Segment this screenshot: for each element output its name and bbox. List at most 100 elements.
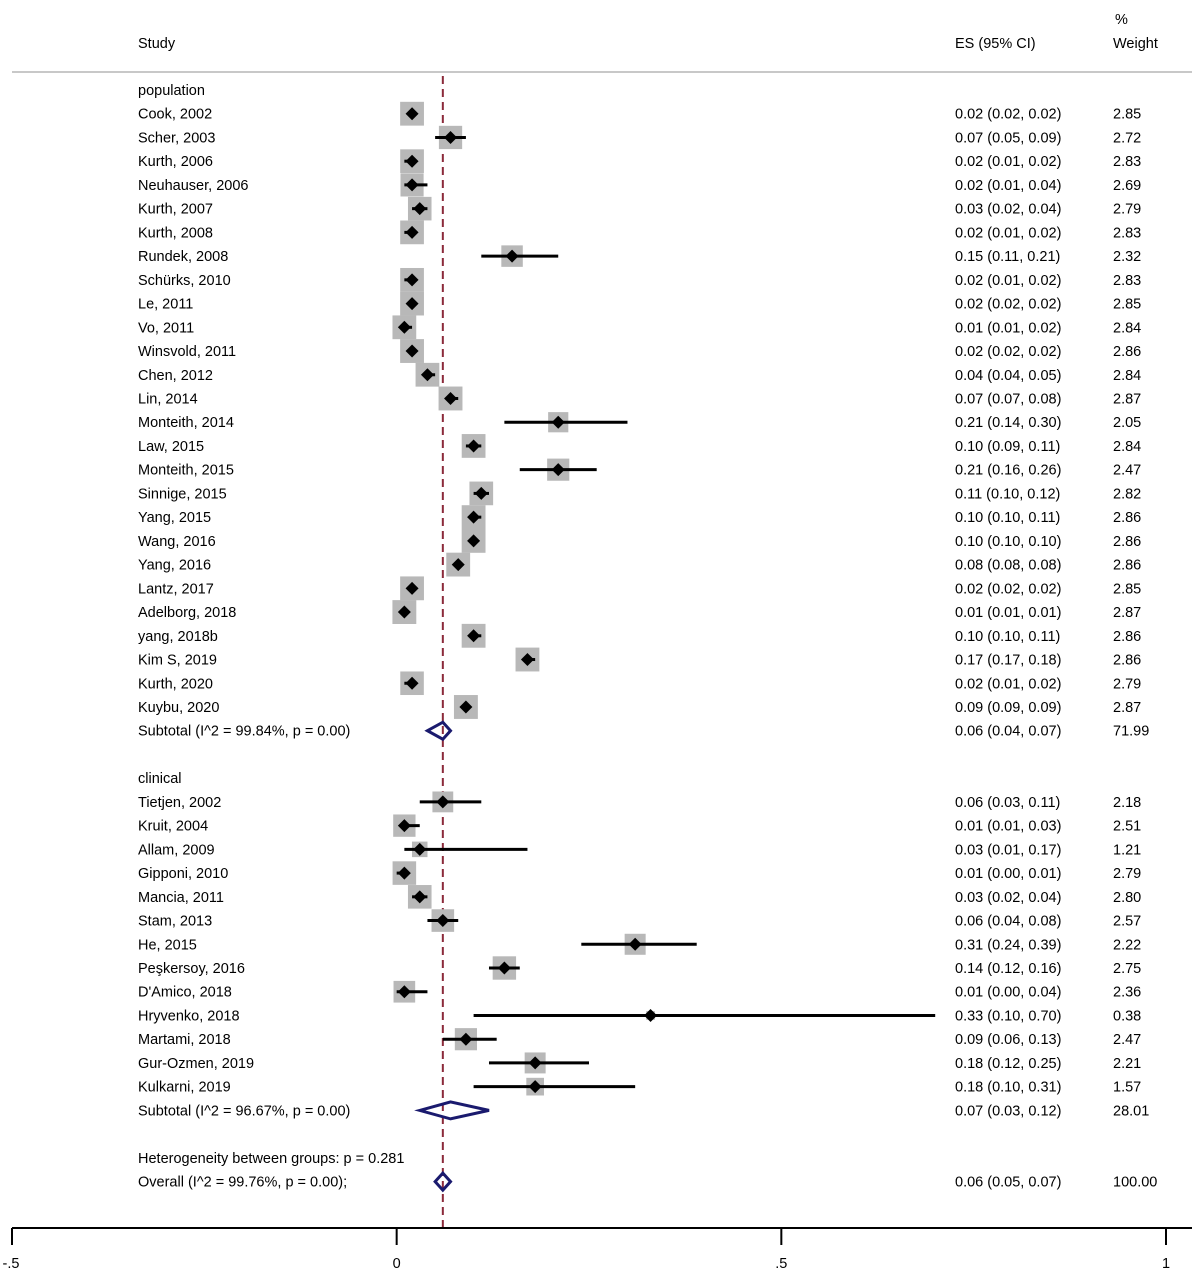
study-label: Gur-Ozmen, 2019: [138, 1056, 254, 1072]
point-estimate-marker: [420, 368, 434, 382]
point-estimate-marker: [405, 297, 419, 311]
point-estimate-marker: [467, 510, 481, 524]
header-weight-percent-label: %: [1115, 12, 1128, 28]
study-es-ci: 0.02 (0.02, 0.02): [955, 581, 1061, 597]
study-weight: 1.57: [1113, 1080, 1141, 1096]
study-weight: 2.87: [1113, 700, 1141, 716]
study-weight: 2.47: [1113, 1032, 1141, 1048]
heterogeneity-note: Heterogeneity between groups: p = 0.281: [138, 1151, 404, 1167]
study-label: Peşkersoy, 2016: [138, 961, 245, 977]
point-estimate-marker: [444, 391, 458, 405]
x-axis: -.5 0 .5 1: [3, 1227, 1192, 1272]
study-es-ci: 0.17 (0.17, 0.18): [955, 653, 1061, 669]
study-label: Law, 2015: [138, 439, 204, 455]
point-estimate-marker: [505, 249, 519, 263]
study-es-ci: 0.18 (0.10, 0.31): [955, 1080, 1061, 1096]
study-es-ci: 0.15 (0.11, 0.21): [955, 249, 1060, 265]
point-estimate-marker: [413, 202, 427, 216]
point-estimate-marker: [467, 534, 481, 548]
study-label: Kurth, 2007: [138, 202, 213, 218]
point-estimate-marker: [528, 1056, 542, 1070]
subtotal-label: Subtotal (I^2 = 96.67%, p = 0.00): [138, 1103, 350, 1119]
study-es-ci: 0.07 (0.05, 0.09): [955, 130, 1061, 146]
group-label: population: [138, 83, 205, 99]
study-es-ci: 0.14 (0.12, 0.16): [955, 961, 1061, 977]
study-es-ci: 0.03 (0.02, 0.04): [955, 890, 1061, 906]
study-label: Kurth, 2006: [138, 154, 213, 170]
study-es-ci: 0.09 (0.09, 0.09): [955, 700, 1061, 716]
point-estimate-marker: [405, 107, 419, 121]
header-study-label: Study: [138, 36, 176, 52]
point-estimate-marker: [397, 320, 411, 334]
study-weight: 2.80: [1113, 890, 1141, 906]
point-estimate-marker: [397, 866, 411, 880]
study-label: Kulkarni, 2019: [138, 1080, 231, 1096]
study-label: Rundek, 2008: [138, 249, 228, 265]
study-weight: 0.38: [1113, 1008, 1141, 1024]
group-label: clinical: [138, 771, 182, 787]
study-label: Chen, 2012: [138, 368, 213, 384]
header-weight-label: Weight: [1113, 36, 1158, 52]
study-es-ci: 0.11 (0.10, 0.12): [955, 486, 1060, 502]
study-es-ci: 0.08 (0.08, 0.08): [955, 558, 1061, 574]
subtotal-label: Subtotal (I^2 = 99.84%, p = 0.00): [138, 724, 350, 740]
study-es-ci: 0.06 (0.04, 0.08): [955, 914, 1061, 930]
point-estimate-marker: [413, 842, 427, 856]
overall-weight: 100.00: [1113, 1175, 1157, 1191]
study-weight: 2.32: [1113, 249, 1141, 265]
study-es-ci: 0.09 (0.06, 0.13): [955, 1032, 1061, 1048]
row-text: population Cook, 2002 0.02 (0.02, 0.02) 2.8…: [138, 83, 1157, 1191]
subtotal-weight: 28.01: [1113, 1103, 1149, 1119]
point-estimate-marker: [405, 273, 419, 287]
point-estimate-marker: [459, 1032, 473, 1046]
point-estimate-marker: [397, 605, 411, 619]
study-label: Lin, 2014: [138, 391, 198, 407]
study-weight: 2.86: [1113, 534, 1141, 550]
study-weight: 2.86: [1113, 629, 1141, 645]
study-es-ci: 0.01 (0.00, 0.04): [955, 985, 1061, 1001]
point-estimate-marker: [405, 344, 419, 358]
study-es-ci: 0.02 (0.01, 0.02): [955, 676, 1061, 692]
point-estimate-marker: [413, 890, 427, 904]
study-weight: 2.84: [1113, 320, 1141, 336]
study-es-ci: 0.02 (0.01, 0.02): [955, 225, 1061, 241]
study-weight: 2.21: [1113, 1056, 1141, 1072]
study-label: He, 2015: [138, 937, 197, 953]
study-label: Sinnige, 2015: [138, 486, 227, 502]
study-es-ci: 0.01 (0.01, 0.01): [955, 605, 1061, 621]
study-label: Stam, 2013: [138, 914, 212, 930]
study-es-ci: 0.04 (0.04, 0.05): [955, 368, 1061, 384]
study-weight: 2.22: [1113, 937, 1141, 953]
point-estimate-marker: [436, 914, 450, 928]
point-estimate-marker: [551, 415, 565, 429]
study-weight: 2.79: [1113, 866, 1141, 882]
study-es-ci: 0.10 (0.10, 0.10): [955, 534, 1061, 550]
study-label: Gipponi, 2010: [138, 866, 228, 882]
point-estimate-marker: [551, 463, 565, 477]
overall-diamond: [433, 1170, 453, 1193]
study-weight: 2.87: [1113, 391, 1141, 407]
point-estimate-marker: [451, 558, 465, 572]
point-estimate-marker: [520, 653, 534, 667]
subtotal-weight: 71.99: [1113, 724, 1149, 740]
study-weight: 2.69: [1113, 178, 1141, 194]
point-estimate-marker: [405, 225, 419, 239]
study-weight: 2.87: [1113, 605, 1141, 621]
study-es-ci: 0.06 (0.03, 0.11): [955, 795, 1060, 811]
study-weight: 2.84: [1113, 368, 1141, 384]
point-estimate-marker: [444, 130, 458, 144]
study-label: Wang, 2016: [138, 534, 216, 550]
study-weight: 2.86: [1113, 344, 1141, 360]
study-weight: 1.21: [1113, 842, 1141, 858]
study-weight: 2.18: [1113, 795, 1141, 811]
study-weight: 2.83: [1113, 154, 1141, 170]
header-es-label: ES (95% CI): [955, 36, 1036, 52]
study-label: Le, 2011: [138, 297, 193, 313]
study-es-ci: 0.02 (0.01, 0.02): [955, 154, 1061, 170]
subtotal-diamond: [414, 1100, 490, 1121]
study-weight: 2.47: [1113, 463, 1141, 479]
study-weight: 2.57: [1113, 914, 1141, 930]
study-es-ci: 0.02 (0.01, 0.04): [955, 178, 1061, 194]
study-weight: 2.86: [1113, 510, 1141, 526]
study-label: Schürks, 2010: [138, 273, 231, 289]
